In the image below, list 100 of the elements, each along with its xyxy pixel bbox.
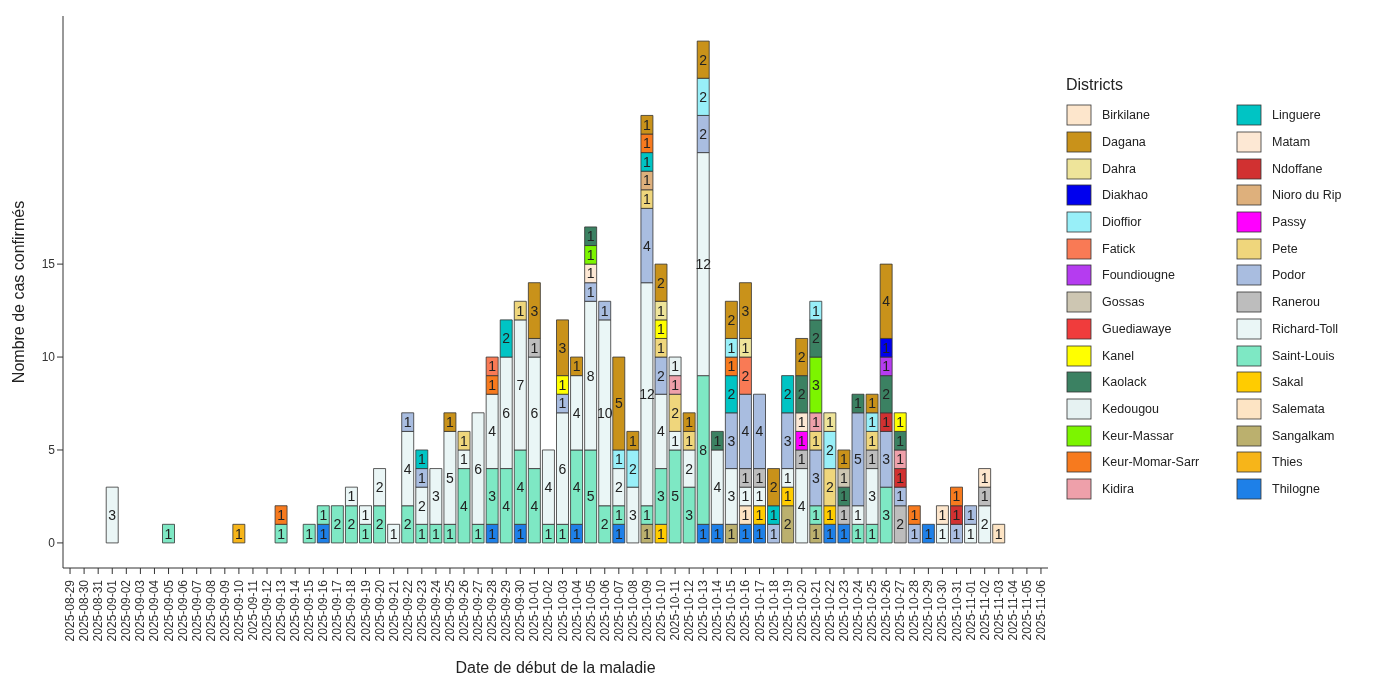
data-label: 2 xyxy=(896,516,905,533)
x-tick-label: 2025-09-10 xyxy=(231,579,246,642)
legend-label: Matam xyxy=(1272,135,1312,150)
data-label: 1 xyxy=(783,488,792,505)
x-tick-label: 2025-11-01 xyxy=(963,579,978,641)
data-label: 1 xyxy=(431,525,440,542)
data-label: 1 xyxy=(966,525,975,542)
data-label: 1 xyxy=(586,265,595,282)
data-label: 3 xyxy=(741,302,750,319)
data-label: 1 xyxy=(530,339,539,356)
data-label: 1 xyxy=(614,507,623,523)
data-label: 1 xyxy=(755,469,764,486)
data-label: 5 xyxy=(614,395,623,412)
data-label: 2 xyxy=(614,479,623,496)
x-tick-label: 2025-10-29 xyxy=(921,579,936,642)
x-tick-label: 2025-10-02 xyxy=(541,579,556,642)
x-tick-label: 2025-10-15 xyxy=(724,579,739,642)
legend-label: Keur-Momar-Sarr xyxy=(1102,455,1201,470)
data-label: 1 xyxy=(994,525,1003,542)
data-label: 1 xyxy=(952,507,961,523)
data-label: 4 xyxy=(797,497,806,514)
data-label: 4 xyxy=(572,479,581,496)
data-label: 2 xyxy=(783,386,792,403)
data-label: 1 xyxy=(797,432,806,449)
data-label: 1 xyxy=(741,507,750,523)
x-tick-label: 2025-09-26 xyxy=(457,579,472,642)
data-label: 2 xyxy=(685,460,694,477)
legend-label: Thies xyxy=(1272,455,1304,470)
x-tick-label: 2025-09-02 xyxy=(119,579,134,642)
data-label: 1 xyxy=(769,507,778,523)
data-label: 2 xyxy=(825,479,834,496)
data-label: 5 xyxy=(586,488,595,505)
data-label: 1 xyxy=(643,153,652,170)
x-tick-label: 2025-09-23 xyxy=(414,579,429,642)
data-label: 3 xyxy=(811,469,820,486)
x-tick-label: 2025-09-30 xyxy=(513,579,528,642)
data-label: 6 xyxy=(474,460,483,477)
legend-label: Saint-Louis xyxy=(1272,348,1336,363)
legend-label: Birkilane xyxy=(1102,108,1151,123)
legend-label: Nioro du Rip xyxy=(1272,188,1343,203)
data-label: 2 xyxy=(403,516,412,533)
data-label: 1 xyxy=(305,525,314,542)
data-label: 1 xyxy=(854,507,863,523)
data-label: 3 xyxy=(882,507,891,523)
data-label: 3 xyxy=(431,488,440,505)
x-tick-label: 2025-09-15 xyxy=(302,579,317,642)
data-label: 2 xyxy=(769,479,778,496)
data-label: 4 xyxy=(544,479,553,496)
data-label: 1 xyxy=(755,507,764,523)
data-label: 1 xyxy=(657,321,666,338)
data-label: 1 xyxy=(924,525,933,542)
x-tick-label: 2025-09-28 xyxy=(485,579,500,642)
data-label: 4 xyxy=(741,423,750,440)
data-label: 1 xyxy=(572,358,581,375)
x-tick-label: 2025-10-28 xyxy=(907,579,922,642)
data-label: 12 xyxy=(639,386,655,403)
data-label: 1 xyxy=(389,525,398,542)
data-label: 1 xyxy=(403,414,412,431)
x-tick-label: 2025-10-09 xyxy=(639,579,654,642)
data-label: 2 xyxy=(375,516,384,533)
data-label: 1 xyxy=(840,507,849,523)
data-label: 1 xyxy=(319,525,328,542)
data-label: 2 xyxy=(727,386,736,403)
x-tick-label: 2025-10-01 xyxy=(527,579,542,642)
x-tick-label: 2025-09-27 xyxy=(471,579,486,642)
x-tick-label: 2025-10-19 xyxy=(780,579,795,642)
x-tick-label: 2025-09-24 xyxy=(428,579,443,642)
legend-label: Pete xyxy=(1272,241,1299,256)
x-tick-label: 2025-10-27 xyxy=(893,579,908,642)
x-tick-label: 2025-09-09 xyxy=(217,579,232,642)
data-label: 1 xyxy=(854,525,863,542)
data-label: 1 xyxy=(896,414,905,431)
data-label: 1 xyxy=(840,451,849,468)
x-tick-label: 2025-10-10 xyxy=(654,579,669,642)
x-tick-label: 2025-09-21 xyxy=(386,579,401,642)
data-label: 8 xyxy=(699,441,708,458)
data-label: 1 xyxy=(643,191,652,208)
x-tick-label: 2025-09-20 xyxy=(372,579,387,642)
legend-label: Sakal xyxy=(1272,375,1305,390)
data-label: 1 xyxy=(811,302,820,319)
data-label: 1 xyxy=(727,339,736,356)
data-label: 1 xyxy=(417,451,426,468)
x-tick-label: 2025-10-08 xyxy=(625,579,640,642)
data-label: 1 xyxy=(417,469,426,486)
x-tick-label: 2025-10-04 xyxy=(569,579,584,642)
data-label: 4 xyxy=(882,293,891,310)
legend-label: Kaolack xyxy=(1102,375,1148,390)
x-tick-label: 2025-09-07 xyxy=(189,579,204,642)
data-label: 3 xyxy=(628,507,637,523)
x-tick-label: 2025-10-12 xyxy=(682,579,697,642)
data-label: 1 xyxy=(811,507,820,523)
data-label: 1 xyxy=(868,525,877,542)
data-label: 2 xyxy=(417,497,426,514)
legend-label: Salemata xyxy=(1272,401,1326,416)
data-label: 1 xyxy=(825,414,834,431)
x-tick-label: 2025-09-13 xyxy=(274,579,289,642)
data-label: 2 xyxy=(727,311,736,328)
data-label: 3 xyxy=(558,339,567,356)
data-label: 2 xyxy=(600,516,609,533)
x-tick-label: 2025-10-16 xyxy=(738,579,753,642)
